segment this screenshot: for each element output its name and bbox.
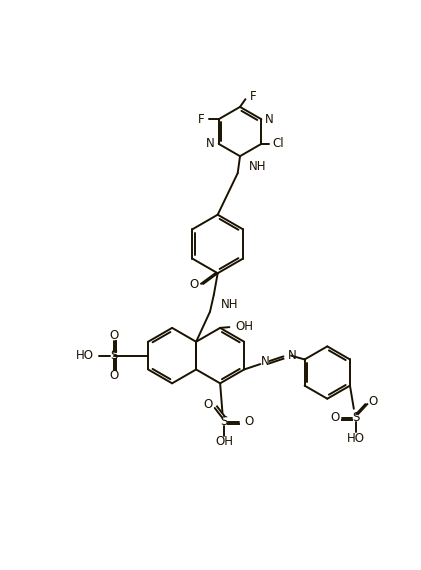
Text: N: N [288,349,297,362]
Text: N: N [206,137,215,150]
Text: S: S [220,416,228,428]
Text: O: O [368,394,378,408]
Text: N: N [265,113,274,126]
Text: O: O [203,398,213,412]
Text: Cl: Cl [272,137,284,150]
Text: O: O [189,278,198,291]
Text: NH: NH [249,161,267,173]
Text: HO: HO [76,349,94,362]
Text: N: N [261,355,270,368]
Text: OH: OH [235,320,253,333]
Text: O: O [109,369,119,382]
Text: F: F [198,113,205,126]
Text: O: O [330,412,339,425]
Text: HO: HO [347,431,365,445]
Text: S: S [111,349,118,362]
Text: O: O [109,329,119,342]
Text: OH: OH [215,435,233,449]
Text: S: S [352,412,360,425]
Text: NH: NH [221,298,238,311]
Text: O: O [244,416,253,428]
Text: F: F [250,89,257,103]
